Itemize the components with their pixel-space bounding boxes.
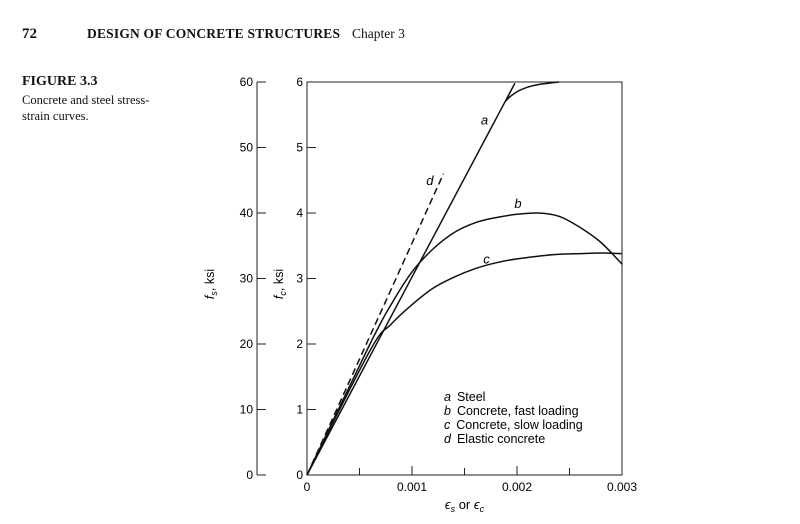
y-axis-tick-label: 6	[296, 75, 303, 89]
curve-label-d: d	[426, 173, 434, 188]
figure-caption: Concrete and steel stress- strain curves…	[22, 92, 182, 124]
left-axis-tick-label: 40	[240, 206, 254, 220]
y-axis-tick-label: 0	[296, 468, 303, 482]
y-axis-tick-label: 4	[296, 206, 303, 220]
left-axis-tick-label: 0	[246, 468, 253, 482]
y-axis-title: fc, ksi	[272, 269, 288, 299]
legend-entry-a: a Steel	[444, 390, 485, 404]
figure-caption-line-2: strain curves.	[22, 109, 89, 123]
x-axis-tick-label: 0.002	[502, 480, 532, 494]
left-axis-tick-label: 20	[240, 337, 254, 351]
left-axis-tick-label: 50	[240, 141, 254, 155]
legend-entry-b: b Concrete, fast loading	[444, 404, 579, 418]
chart-curve-labels: a b c d	[426, 113, 521, 267]
legend-entry-c: c Concrete, slow loading	[444, 418, 583, 432]
y-axis-tick-label: 1	[296, 403, 303, 417]
running-head: 72 DESIGN OF CONCRETE STRUCTURES Chapter…	[22, 26, 405, 43]
series-line-c	[306, 252, 623, 476]
series-line-d	[306, 173, 445, 476]
figure-caption-block: FIGURE 3.3 Concrete and steel stress- st…	[22, 74, 182, 124]
left-axis-tick-label: 10	[240, 403, 254, 417]
x-axis-tick-label: 0.001	[397, 480, 427, 494]
series-line-b	[306, 212, 623, 476]
chart-series	[306, 81, 623, 476]
legend-entry-d: d Elastic concrete	[444, 432, 545, 446]
left-axis-tick-label: 60	[240, 75, 254, 89]
book-title: DESIGN OF CONCRETE STRUCTURES	[87, 26, 341, 41]
y-axis-tick-label: 2	[296, 337, 303, 351]
figure-caption-line-1: Concrete and steel stress-	[22, 93, 150, 107]
series-line-a	[306, 81, 560, 476]
curve-label-c: c	[483, 251, 490, 266]
x-axis-title: ϵs or ϵc	[445, 497, 485, 514]
chapter-label: Chapter 3	[352, 26, 405, 41]
left-axis-title: fs, ksi	[203, 269, 219, 299]
page-number: 72	[22, 26, 37, 42]
curve-label-b: b	[514, 196, 521, 211]
figure-label: FIGURE 3.3	[22, 74, 98, 89]
y-axis-tick-label: 5	[296, 141, 303, 155]
left-axis-tick-label: 30	[240, 272, 254, 286]
x-axis-tick-label: 0	[304, 480, 311, 494]
y-axis-tick-label: 3	[296, 272, 303, 286]
curve-label-a: a	[481, 113, 488, 128]
x-axis-tick-label: 0.003	[607, 480, 637, 494]
